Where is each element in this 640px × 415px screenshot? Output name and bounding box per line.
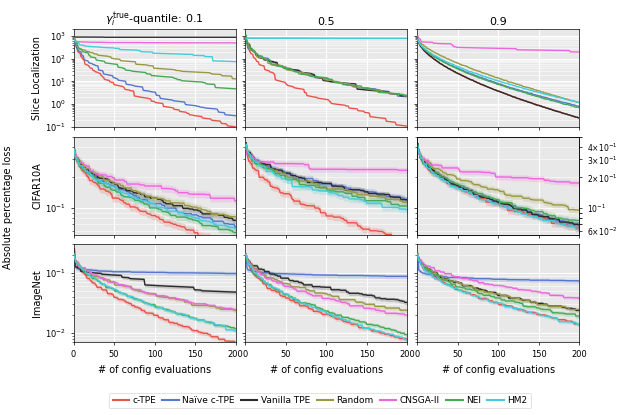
Y-axis label: ImageNet: ImageNet xyxy=(33,270,42,317)
Text: Absolute percentage loss: Absolute percentage loss xyxy=(3,146,13,269)
X-axis label: # of config evaluations: # of config evaluations xyxy=(442,364,555,375)
X-axis label: # of config evaluations: # of config evaluations xyxy=(98,364,211,375)
Y-axis label: CIFAR10A: CIFAR10A xyxy=(33,162,42,209)
Y-axis label: Slice Localization: Slice Localization xyxy=(33,36,42,120)
Legend: c-TPE, Naïve c-TPE, Vanilla TPE, Random, CNSGA-II, NEI, HM2: c-TPE, Naïve c-TPE, Vanilla TPE, Random,… xyxy=(109,393,531,408)
X-axis label: # of config evaluations: # of config evaluations xyxy=(270,364,383,375)
Title: $\gamma_i^{\mathrm{true}}$-quantile: 0.1: $\gamma_i^{\mathrm{true}}$-quantile: 0.1 xyxy=(106,10,204,29)
Title: 0.9: 0.9 xyxy=(490,17,507,27)
Title: 0.5: 0.5 xyxy=(317,17,335,27)
